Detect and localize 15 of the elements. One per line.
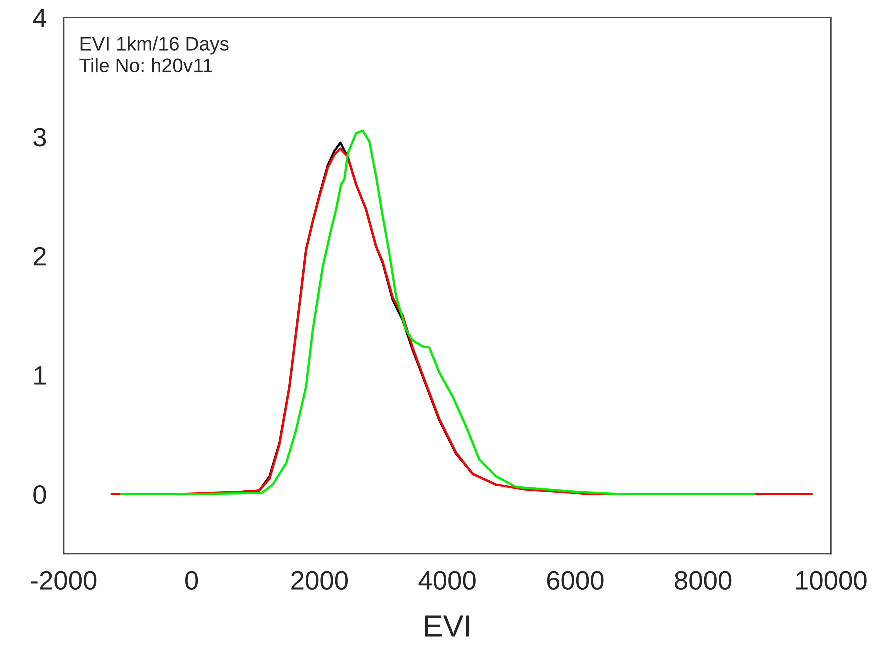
x-tick-label: 8000 [675,571,732,590]
y-tick-label: 3 [34,128,46,147]
annotation: EVI 1km/16 Days [80,36,229,55]
x-tick-label: 0 [186,571,198,590]
x-tick-label: 2000 [292,571,348,590]
annotation: Tile No: h20v11 [80,58,212,73]
x-tick-label: 10000 [796,571,867,590]
y-tick-label: 2 [34,247,46,266]
x-axis-title: EVI [425,616,470,637]
x-tick-label: -2000 [31,571,97,590]
x-tick-label: 4000 [418,571,476,590]
y-tick-label: 1 [34,366,46,385]
x-tick-label: 6000 [547,571,604,590]
y-tick-label: 4 [33,9,46,28]
y-tick-label: 0 [34,485,46,504]
